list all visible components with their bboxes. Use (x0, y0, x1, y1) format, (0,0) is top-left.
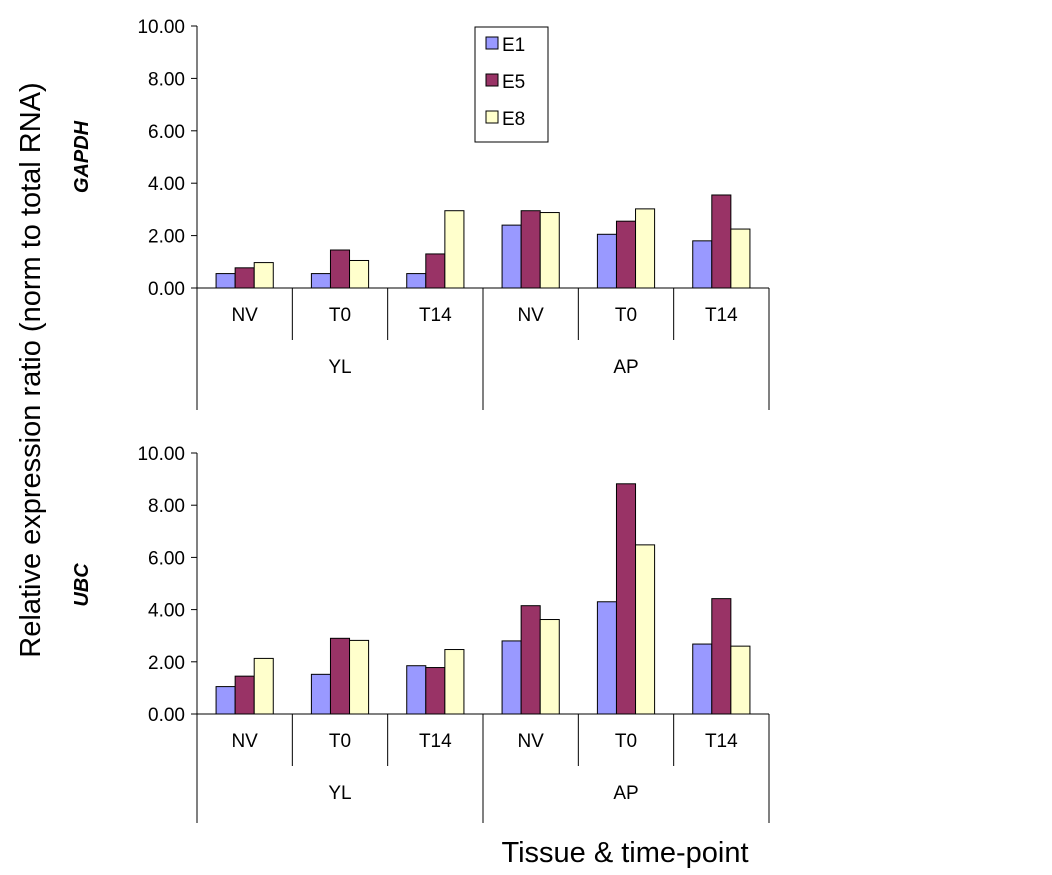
gapdh-panel: GAPDH 0.00 2.00 4.00 6.00 8.00 10.00 NV T0 T14 NV T… (71, 17, 770, 410)
bar-gapdh-e5-2 (425, 253, 446, 289)
legend: E1 E5 E8 (474, 26, 549, 143)
bar-gapdh-e8-5 (730, 228, 751, 289)
group-label-yl: YL (328, 357, 351, 378)
bar-ubc-e8-1 (349, 639, 370, 715)
legend-label-e8: E8 (502, 109, 525, 130)
bar-gapdh-e8-0 (253, 262, 274, 289)
x-axis-title: Tissue & time-point (501, 837, 748, 869)
bar-ubc-e1-4 (596, 601, 617, 715)
bar-gapdh-e1-4 (596, 233, 617, 289)
bar-gapdh-e5-0 (234, 267, 255, 289)
bar-ubc-e5-2 (425, 667, 446, 715)
y-tick-label: 2.00 (148, 653, 185, 674)
bar-gapdh-e8-1 (349, 259, 370, 289)
category-label-t14: T14 (419, 305, 452, 326)
bar-ubc-e5-5 (711, 598, 732, 715)
y-tick-label: 4.00 (148, 601, 185, 622)
bar-ubc-e8-0 (253, 657, 274, 715)
bar-gapdh-e5-3 (520, 210, 541, 289)
legend-label-e5: E5 (502, 72, 525, 93)
bar-gapdh-e1-1 (310, 273, 331, 289)
y-tick-label: 8.00 (148, 69, 185, 90)
category-label-t0: T0 (329, 731, 351, 752)
bar-gapdh-e5-4 (615, 220, 637, 289)
legend-swatch-e5 (485, 73, 499, 87)
bar-gapdh-e1-3 (501, 224, 522, 289)
bar-ubc-e5-4 (615, 483, 637, 715)
category-label-t0: T0 (615, 305, 637, 326)
bar-ubc-e1-1 (310, 673, 331, 715)
group-label-yl: YL (328, 783, 351, 804)
legend-swatch-e1 (485, 36, 499, 50)
bar-gapdh-e1-0 (215, 273, 236, 289)
y-tick-label: 6.00 (148, 122, 185, 143)
group-label-ap: AP (613, 783, 638, 804)
bar-gapdh-e8-2 (444, 210, 465, 289)
y-tick-label: 10.00 (137, 444, 185, 465)
bar-ubc-e1-3 (501, 640, 522, 715)
bar-ubc-e5-0 (234, 675, 255, 715)
bar-ubc-e8-4 (635, 544, 656, 715)
y-tick-label: 10.00 (137, 17, 185, 38)
bar-ubc-e5-3 (520, 605, 541, 715)
category-label-nv: NV (231, 305, 258, 326)
y-tick-label: 8.00 (148, 496, 185, 517)
bar-gapdh-e5-1 (329, 249, 351, 289)
bar-gapdh-e5-5 (711, 194, 732, 289)
category-label-nv: NV (231, 731, 258, 752)
category-label-t14: T14 (705, 305, 738, 326)
bar-ubc-e1-5 (692, 643, 713, 715)
bar-gapdh-e1-5 (692, 240, 713, 289)
category-label-t0: T0 (329, 305, 351, 326)
bar-gapdh-e1-2 (406, 273, 427, 289)
category-label-t14: T14 (419, 731, 452, 752)
legend-swatch-e8 (485, 110, 499, 124)
ubc-panel: UBC 0.00 2.00 4.00 6.00 8.00 10.00 NV T0 T14 NV T0 T… (71, 444, 770, 823)
bar-ubc-e5-1 (329, 637, 351, 715)
legend-label-e1: E1 (502, 35, 525, 56)
y-tick-label: 0.00 (148, 705, 185, 726)
category-label-t14: T14 (705, 731, 738, 752)
category-label-t0: T0 (615, 731, 637, 752)
bar-ubc-e8-5 (730, 645, 751, 715)
bar-ubc-e8-2 (444, 649, 465, 715)
y-tick-label: 4.00 (148, 174, 185, 195)
category-label-nv: NV (517, 305, 544, 326)
bar-ubc-e1-0 (215, 686, 236, 715)
y-tick-label: 2.00 (148, 227, 185, 248)
y-tick-label: 6.00 (148, 548, 185, 569)
category-label-nv: NV (517, 731, 544, 752)
y-axis-title: Relative expression ratio (norm to total… (15, 82, 47, 657)
group-label-ap: AP (613, 357, 638, 378)
y-tick-label: 0.00 (148, 279, 185, 300)
panel-label-gapdh: GAPDH (71, 120, 93, 193)
bar-ubc-e8-3 (539, 619, 560, 715)
bar-gapdh-e8-3 (539, 212, 560, 289)
bar-gapdh-e8-4 (635, 208, 656, 289)
bar-ubc-e1-2 (406, 665, 427, 715)
panel-label-ubc: UBC (71, 563, 93, 607)
